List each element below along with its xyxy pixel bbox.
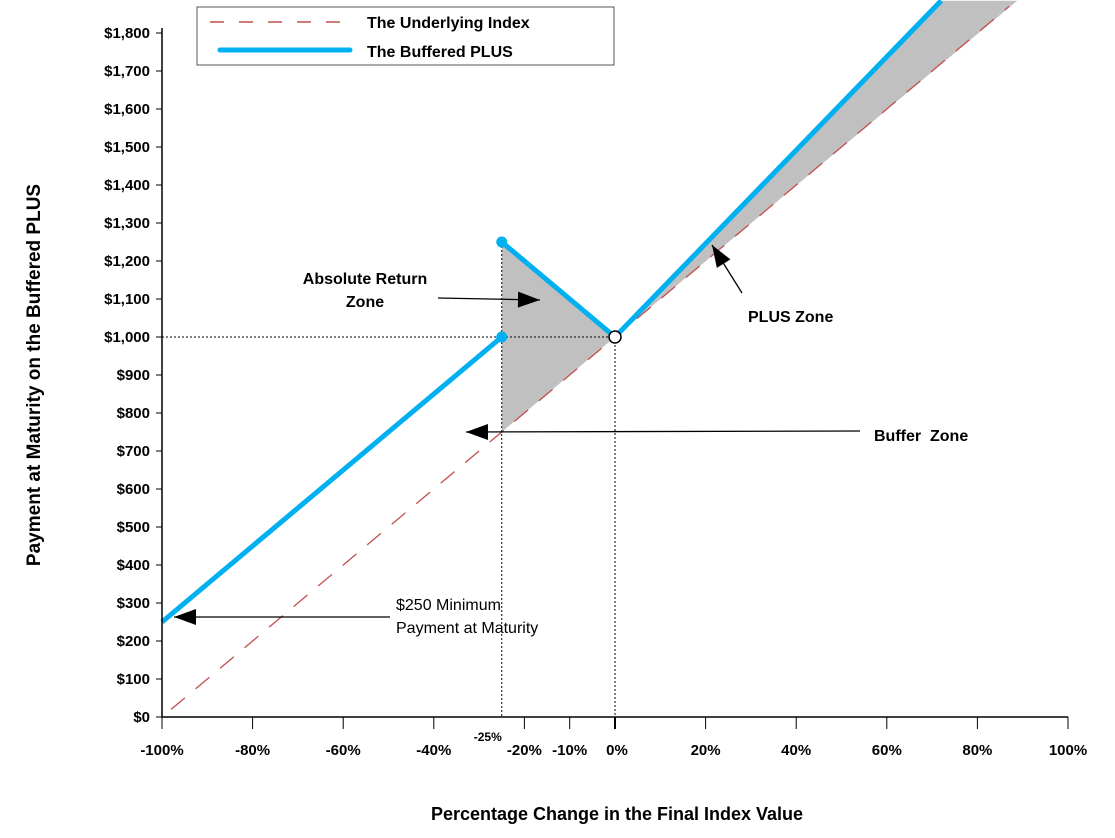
legend-label-index: The Underlying Index (367, 15, 530, 32)
y-tick-label: $600 (117, 481, 150, 498)
y-tick-label: $1,800 (104, 25, 150, 42)
legend-label-plus: The Buffered PLUS (367, 44, 513, 61)
legend-box (196, 6, 615, 66)
arrow-plus-zone-head (712, 245, 731, 268)
legend: The Underlying Index The Buffered PLUS (196, 6, 615, 66)
y-tick-label: $1,500 (104, 139, 150, 156)
series-layer (160, 0, 1010, 710)
y-tick-label: $300 (117, 595, 150, 612)
series-buffered-plus-segment-0 (160, 335, 504, 624)
x-tick-label: -100% (140, 742, 183, 759)
annotation-plus-zone: PLUS Zone (748, 309, 833, 326)
x-tick-label: -10% (552, 742, 587, 759)
point-origin (608, 330, 622, 344)
arrow-minimum-head (174, 609, 196, 625)
y-tick-label: $200 (117, 633, 150, 650)
point-plus-max (496, 236, 508, 248)
point-plus-buffer-end (496, 331, 508, 343)
guide-lines (162, 242, 616, 717)
annotation-minimum-1: $250 Minimum (396, 597, 501, 614)
y-tick-label: $1,600 (104, 101, 150, 118)
y-tick-label: $500 (117, 519, 150, 536)
y-axis-label: Payment at Maturity on the Buffered PLUS (24, 184, 45, 566)
x-tick-label: 20% (691, 742, 721, 759)
annotation-buffer-zone: Buffer Zone (874, 428, 968, 445)
y-tick-label: $700 (117, 443, 150, 460)
arrow-buffer-zone-head (466, 423, 489, 440)
y-tick-label: $1,000 (104, 329, 150, 346)
x-tick-label: 40% (781, 742, 811, 759)
x-axis-label: Percentage Change in the Final Index Val… (431, 804, 803, 824)
annotation-absolute-return-1: Absolute Return (303, 271, 427, 288)
y-tick-label: $800 (117, 405, 150, 422)
series-buffered-plus-segment-1 (500, 240, 617, 339)
y-tick-label: $900 (117, 367, 150, 384)
arrow-buffer-zone-line (465, 430, 861, 433)
x-tick-label: 80% (962, 742, 992, 759)
x-tick-label: -20% (507, 742, 542, 759)
x-tick-label-minus25: -25% (474, 730, 502, 744)
axes: $0 $100 $200 $300 $400 $500 $600 $700 $800 $900 $1… (104, 25, 1087, 759)
arrow-absolute-return-head (517, 291, 540, 308)
x-tick-label: -40% (416, 742, 451, 759)
x-tick-label: 0% (606, 742, 628, 759)
y-tick-label: $1,700 (104, 63, 150, 80)
y-tick-label: $1,200 (104, 253, 150, 270)
x-tick-label: -60% (326, 742, 361, 759)
y-tick-label: $400 (117, 557, 150, 574)
y-tick-label: $0 (133, 709, 150, 726)
y-tick-label: $100 (117, 671, 150, 688)
series-buffered-plus-segment-2 (613, 0, 943, 339)
y-tick-label: $1,100 (104, 291, 150, 308)
x-tick-label: 100% (1049, 742, 1087, 759)
x-tick-label: -80% (235, 742, 270, 759)
annotations: Absolute Return Zone PLUS Zone Buffer Zo… (174, 244, 968, 637)
y-tick-label: $1,300 (104, 215, 150, 232)
series-underlying-index (170, 5, 1010, 710)
annotation-minimum-2: Payment at Maturity (396, 620, 538, 637)
y-tick-label: $1,400 (104, 177, 150, 194)
annotation-absolute-return-2: Zone (346, 294, 384, 311)
x-tick-label: 60% (872, 742, 902, 759)
